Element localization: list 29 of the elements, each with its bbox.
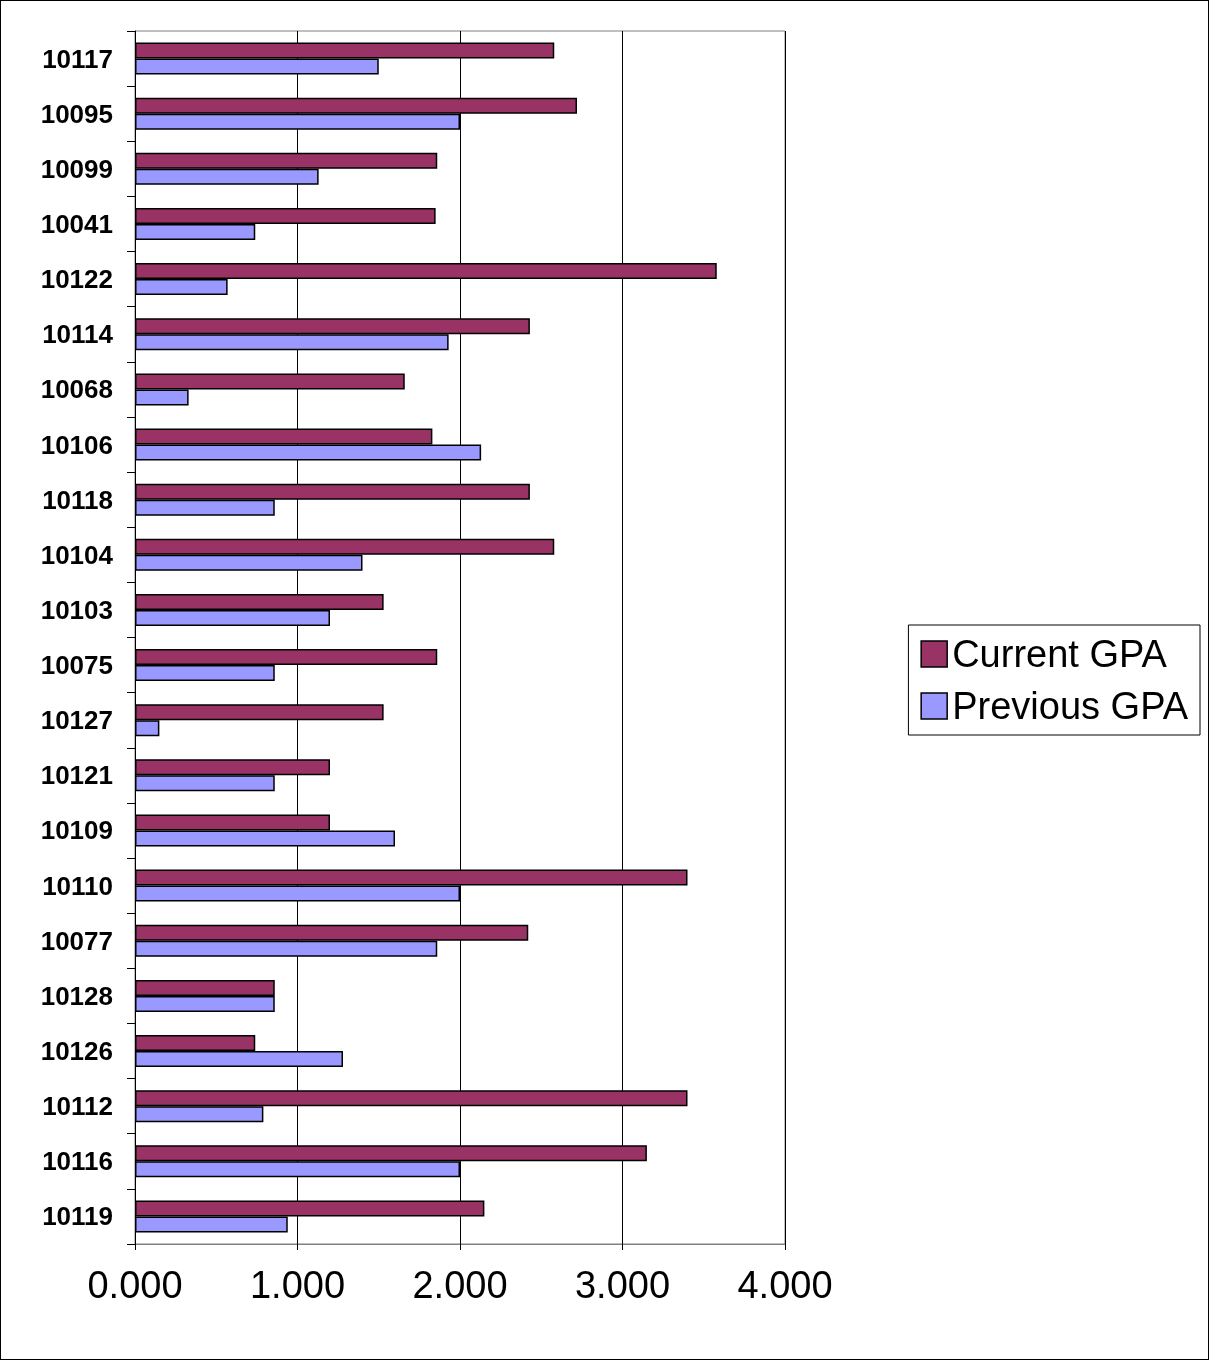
y-tick-label: 10103 bbox=[40, 594, 113, 625]
y-tick-label: 10104 bbox=[40, 539, 114, 570]
y-tick-label: 10077 bbox=[40, 925, 113, 956]
y-tick-label: 10116 bbox=[42, 1146, 113, 1177]
x-tick-label: 3.000 bbox=[574, 1264, 671, 1306]
y-tick-label: 10109 bbox=[40, 815, 113, 846]
y-tick-label: 10118 bbox=[42, 484, 113, 515]
x-tick-label: 0.000 bbox=[87, 1264, 183, 1306]
y-tick-label: 10121 bbox=[40, 760, 113, 791]
y-tick-label: 10099 bbox=[40, 153, 113, 184]
y-tick-label: 10112 bbox=[42, 1091, 113, 1122]
y-tick-label: 10126 bbox=[40, 1036, 113, 1067]
y-tick-label: 10117 bbox=[42, 43, 113, 74]
y-tick-label: 10075 bbox=[40, 650, 113, 681]
x-tick-label: 2.000 bbox=[412, 1264, 508, 1306]
y-tick-label: 10122 bbox=[40, 264, 113, 295]
y-tick-label: 10110 bbox=[42, 870, 113, 901]
legend-label: Current GPA bbox=[952, 633, 1168, 675]
y-tick-label: 10106 bbox=[40, 429, 113, 460]
x-tick-label: 4.000 bbox=[737, 1264, 833, 1306]
y-tick-label: 10114 bbox=[42, 319, 114, 350]
x-tick-label: 1.000 bbox=[249, 1264, 346, 1306]
y-tick-label: 10068 bbox=[40, 374, 113, 405]
y-tick-label: 10128 bbox=[40, 980, 113, 1011]
y-tick-label: 10127 bbox=[40, 705, 113, 736]
y-tick-label: 10041 bbox=[40, 208, 113, 239]
y-tick-label: 10095 bbox=[40, 98, 113, 129]
legend-label: Previous GPA bbox=[952, 685, 1189, 727]
y-tick-label: 10119 bbox=[42, 1201, 113, 1232]
